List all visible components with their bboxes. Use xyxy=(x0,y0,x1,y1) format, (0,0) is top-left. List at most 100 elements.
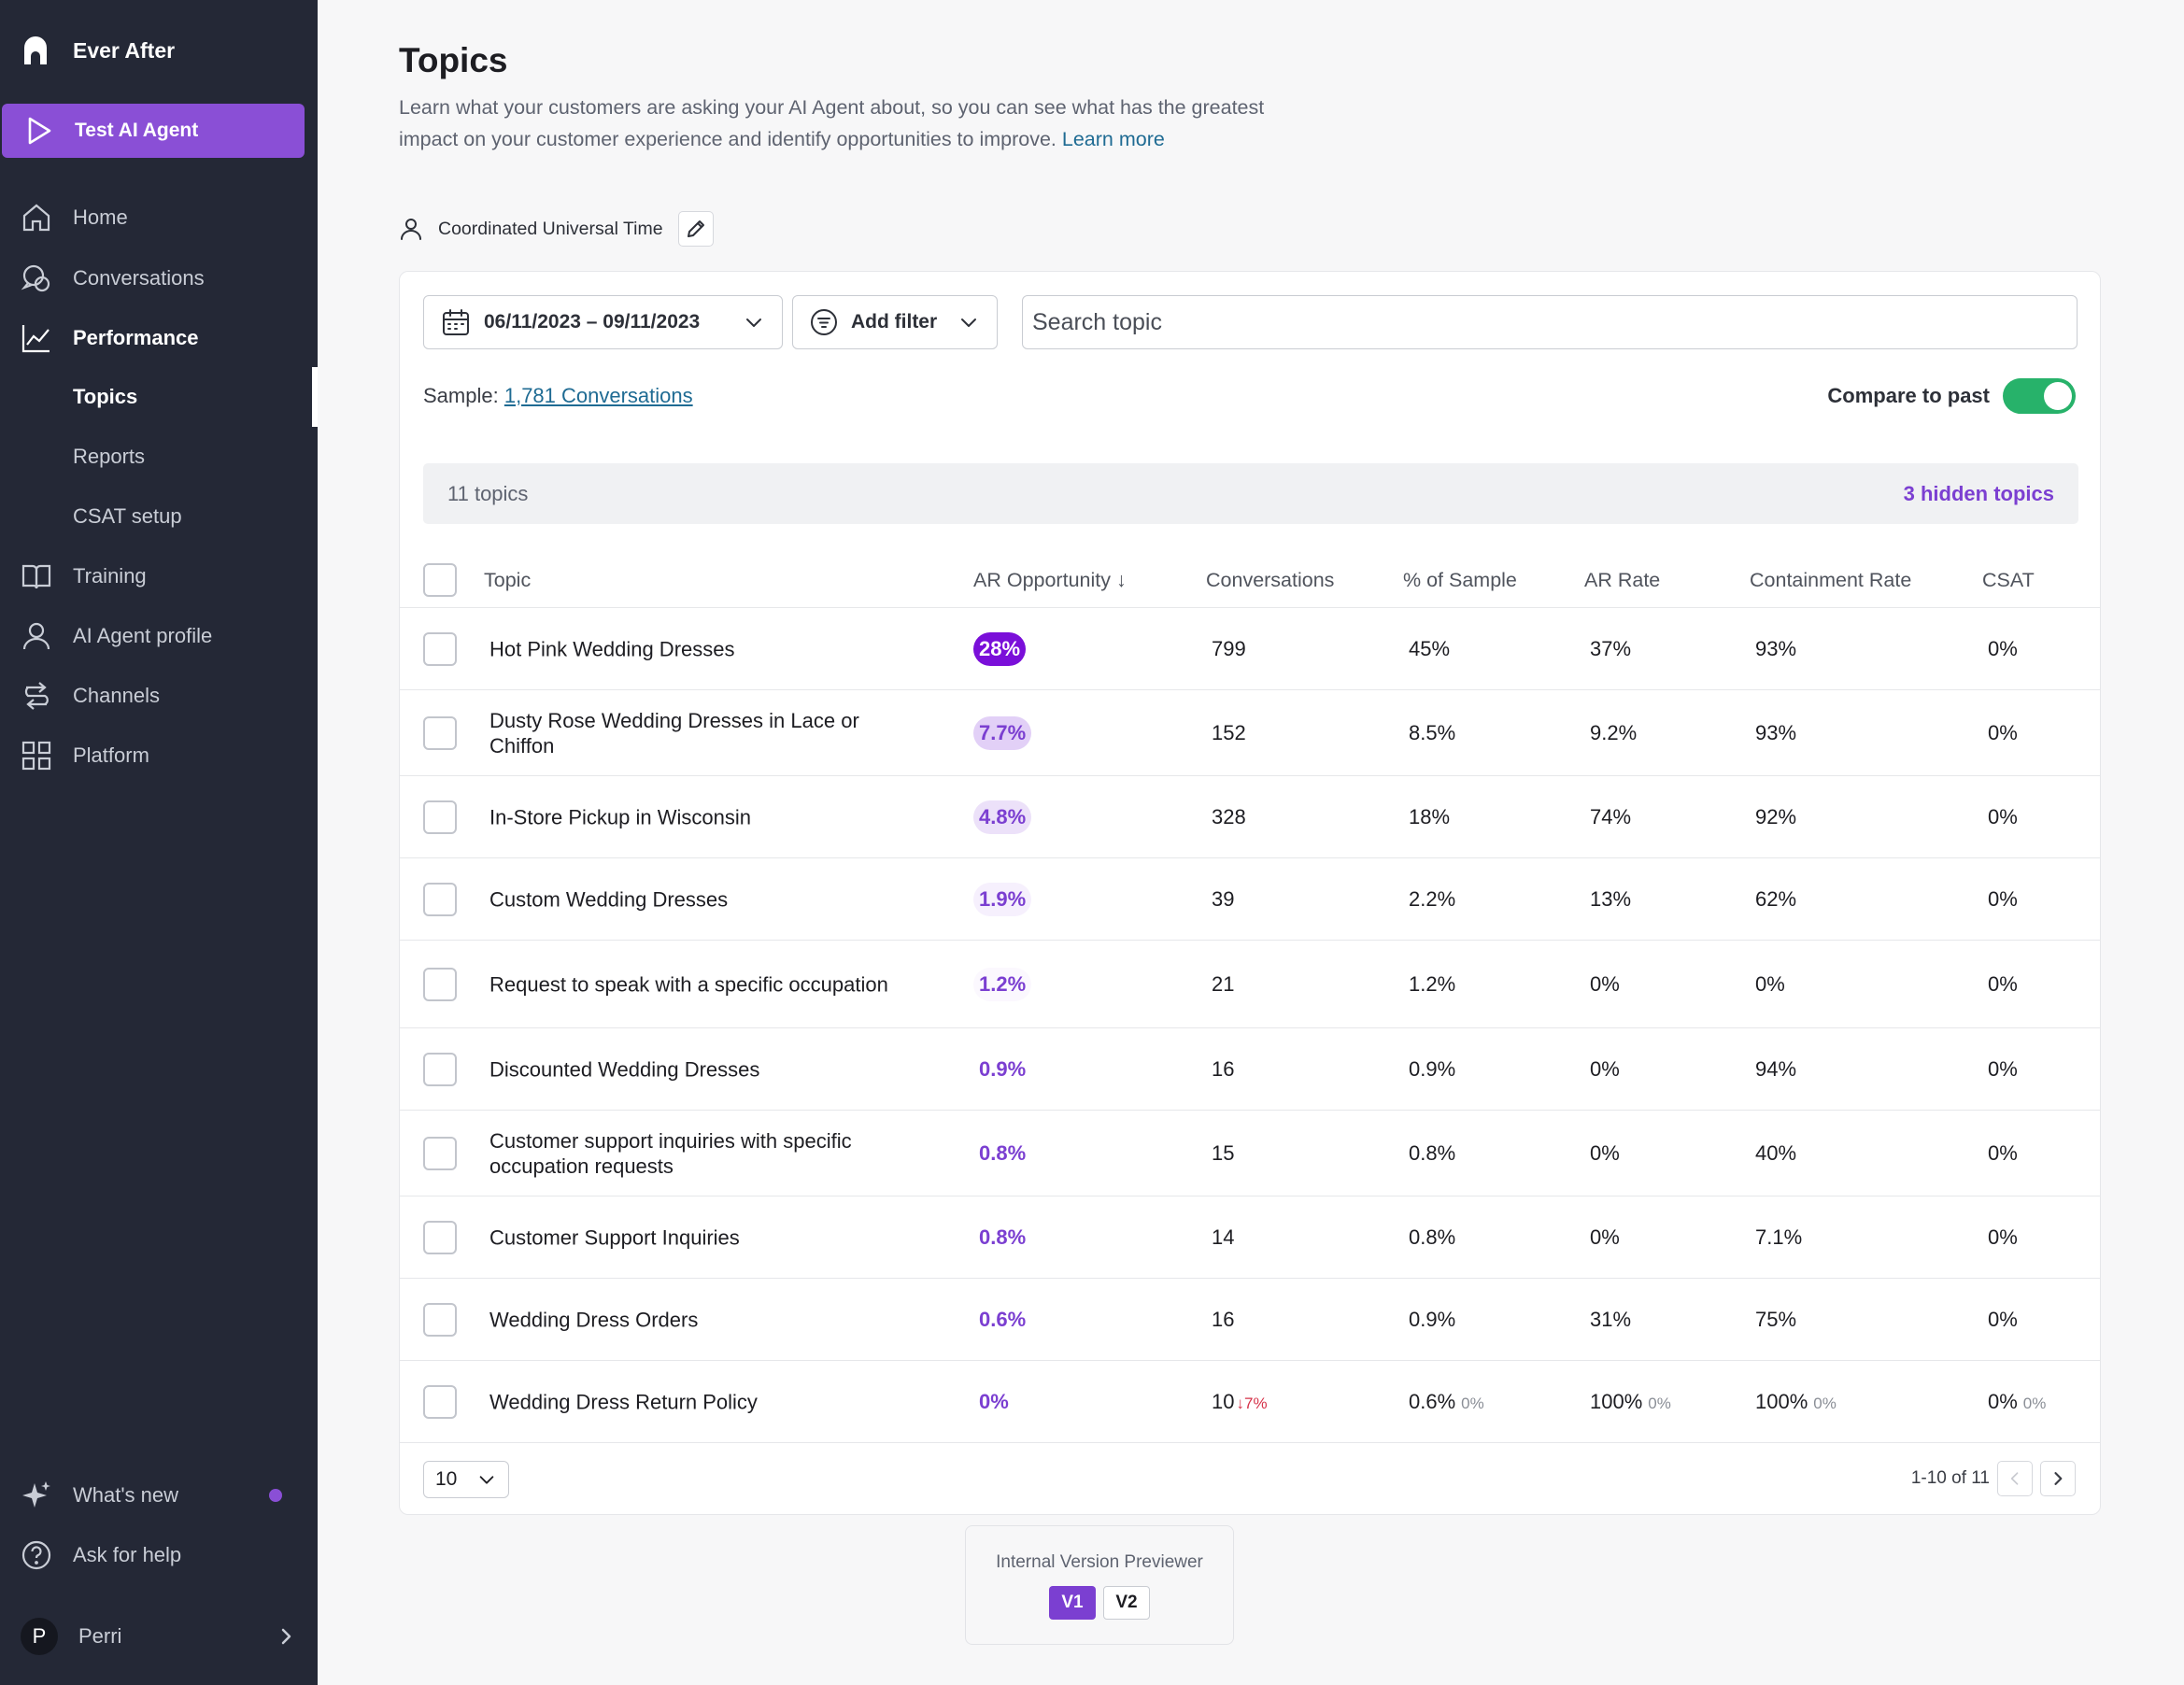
topic-name[interactable]: Dusty Rose Wedding Dresses in Lace or Ch… xyxy=(489,708,859,758)
topic-name[interactable]: Wedding Dress Return Policy xyxy=(489,1390,758,1413)
csat-cell: 0% xyxy=(1988,1141,2018,1166)
sidebar-item-platform[interactable]: Platform xyxy=(0,729,318,782)
row-checkbox[interactable] xyxy=(423,716,457,750)
prev-page-button[interactable] xyxy=(1997,1461,2033,1496)
topic-name[interactable]: Wedding Dress Orders xyxy=(489,1308,699,1331)
row-checkbox[interactable] xyxy=(423,883,457,916)
version-v1-button[interactable]: V1 xyxy=(1049,1586,1096,1620)
column-containment-rate[interactable]: Containment Rate xyxy=(1750,569,1912,591)
row-checkbox[interactable] xyxy=(423,1221,457,1254)
add-filter-button[interactable]: Add filter xyxy=(792,295,998,349)
column-conversations[interactable]: Conversations xyxy=(1206,569,1335,591)
compare-toggle[interactable] xyxy=(2003,378,2076,414)
hidden-topics-link[interactable]: 3 hidden topics xyxy=(1903,481,2054,505)
csat-cell-value: 0% xyxy=(1988,804,2018,828)
user-menu[interactable]: P Perri xyxy=(21,1616,297,1657)
conversations-cell-value: 21 xyxy=(1212,971,1235,996)
table-row[interactable]: Customer support inquiries with specific… xyxy=(400,1111,2100,1196)
column-ar-rate[interactable]: AR Rate xyxy=(1584,569,1661,591)
compare-label: Compare to past xyxy=(1827,384,1990,407)
conversations-cell: 10 ↓7% xyxy=(1212,1390,1268,1414)
containment-cell-value: 75% xyxy=(1755,1307,1797,1331)
topic-name[interactable]: In-Store Pickup in Wisconsin xyxy=(489,805,751,828)
csat-cell: 0% xyxy=(1988,637,2018,661)
table-row[interactable]: Custom Wedding Dresses 1.9% 39 2.2% 13% 62% 0% xyxy=(400,858,2100,941)
containment-cell: 100% 0% xyxy=(1755,1390,1837,1414)
timezone-row: Coordinated Universal Time xyxy=(399,209,714,248)
column-topic[interactable]: Topic xyxy=(484,569,532,591)
ar-rate-cell-value: 100% xyxy=(1590,1389,1643,1413)
sidebar-item-label: Training xyxy=(73,564,147,588)
topic-name[interactable]: Request to speak with a specific occupat… xyxy=(489,972,888,996)
table-row[interactable]: Dusty Rose Wedding Dresses in Lace or Ch… xyxy=(400,690,2100,776)
next-page-button[interactable] xyxy=(2040,1461,2076,1496)
sort-down-icon: ↓ xyxy=(1115,569,1127,591)
select-all-checkbox[interactable] xyxy=(423,563,457,597)
ar-rate-cell: 100% 0% xyxy=(1590,1390,1671,1414)
row-checkbox[interactable] xyxy=(423,1053,457,1086)
sample-cell-value: 2.2% xyxy=(1409,886,1456,911)
test-ai-agent-button[interactable]: Test AI Agent xyxy=(2,104,305,158)
edit-timezone-button[interactable] xyxy=(677,211,714,247)
ar-rate-cell-value: 74% xyxy=(1590,804,1632,828)
table-row[interactable]: Wedding Dress Return Policy 0% 10 ↓7% 0.6% 0%… xyxy=(400,1361,2100,1443)
learn-more-link[interactable]: Learn more xyxy=(1061,128,1165,150)
sidebar-item-home[interactable]: Home xyxy=(0,191,318,244)
topic-name[interactable]: Hot Pink Wedding Dresses xyxy=(489,637,735,660)
version-v2-button[interactable]: V2 xyxy=(1103,1586,1150,1620)
page-title: Topics xyxy=(399,41,508,79)
sidebar-item-training[interactable]: Training xyxy=(0,550,318,602)
column-ar-opportunity-label: AR Opportunity xyxy=(973,569,1111,591)
sidebar-subitem-csat-setup[interactable]: CSAT setup xyxy=(73,504,182,528)
search-topic-input[interactable] xyxy=(1022,295,2078,349)
sidebar-item-conversations[interactable]: Conversations xyxy=(0,252,318,304)
sidebar-item-label: Conversations xyxy=(73,266,205,290)
rows-per-page-select[interactable]: 10 xyxy=(423,1461,509,1498)
previous-period-value: 0% xyxy=(1648,1394,1671,1412)
topic-name[interactable]: Customer Support Inquiries xyxy=(489,1225,740,1249)
column-percent-sample[interactable]: % of Sample xyxy=(1403,569,1517,591)
table-row[interactable]: Customer Support Inquiries 0.8% 14 0.8% 0% 7.… xyxy=(400,1196,2100,1279)
sidebar-item-channels[interactable]: Channels xyxy=(0,670,318,722)
row-checkbox[interactable] xyxy=(423,1137,457,1170)
sidebar-subitem-reports[interactable]: Reports xyxy=(73,445,146,468)
brand[interactable]: Ever After xyxy=(21,32,175,69)
containment-cell-value: 62% xyxy=(1755,886,1797,911)
sidebar-item-performance[interactable]: Performance xyxy=(0,312,318,364)
ar-opportunity-badge: 4.8% xyxy=(973,800,1032,834)
person-icon xyxy=(401,219,421,240)
table-row[interactable]: Request to speak with a specific occupat… xyxy=(400,941,2100,1028)
column-ar-opportunity[interactable]: AR Opportunity ↓ xyxy=(973,569,1127,592)
table-row[interactable]: Wedding Dress Orders 0.6% 16 0.9% 31% 75% 0% xyxy=(400,1279,2100,1361)
topics-summary-bar: 11 topics 3 hidden topics xyxy=(423,463,2078,524)
csat-cell-value: 0% xyxy=(1988,1389,2018,1413)
conversations-cell: 152 xyxy=(1212,721,1246,745)
topic-name[interactable]: Customer support inquiries with specific… xyxy=(489,1128,852,1178)
row-checkbox[interactable] xyxy=(423,968,457,1001)
csat-cell: 0% xyxy=(1988,972,2018,997)
whats-new-item[interactable]: What's new xyxy=(0,1469,318,1522)
column-csat[interactable]: CSAT xyxy=(1982,569,2035,591)
sample-label: Sample: xyxy=(423,384,499,407)
chevron-down-icon xyxy=(746,319,761,327)
table-row[interactable]: Discounted Wedding Dresses 0.9% 16 0.9% 0% 94… xyxy=(400,1028,2100,1111)
sidebar-subitem-topics[interactable]: Topics xyxy=(73,385,138,408)
row-checkbox[interactable] xyxy=(423,800,457,834)
table-row[interactable]: Hot Pink Wedding Dresses 28% 799 45% 37% 93% 0… xyxy=(400,608,2100,690)
sidebar-item-label: Channels xyxy=(73,684,160,707)
ar-opportunity-badge: 0.8% xyxy=(979,1140,1027,1165)
trend-down-indicator: ↓7% xyxy=(1236,1395,1267,1412)
chevron-right-icon xyxy=(2054,1472,2063,1485)
ar-opportunity-badge: 0% xyxy=(979,1389,1009,1413)
row-checkbox[interactable] xyxy=(423,632,457,666)
topic-name[interactable]: Discounted Wedding Dresses xyxy=(489,1057,760,1081)
topic-count: 11 topics xyxy=(447,481,529,505)
date-range-picker[interactable]: 06/11/2023 – 09/11/2023 xyxy=(423,295,783,349)
topic-name[interactable]: Custom Wedding Dresses xyxy=(489,887,729,911)
table-row[interactable]: In-Store Pickup in Wisconsin 4.8% 328 18% 74… xyxy=(400,776,2100,858)
row-checkbox[interactable] xyxy=(423,1303,457,1337)
sample-conversations-link[interactable]: 1,781 Conversations xyxy=(503,384,693,407)
row-checkbox[interactable] xyxy=(423,1385,457,1419)
sidebar-item-ai-agent-profile[interactable]: AI Agent profile xyxy=(0,610,318,662)
ask-for-help-item[interactable]: Ask for help xyxy=(0,1529,318,1581)
